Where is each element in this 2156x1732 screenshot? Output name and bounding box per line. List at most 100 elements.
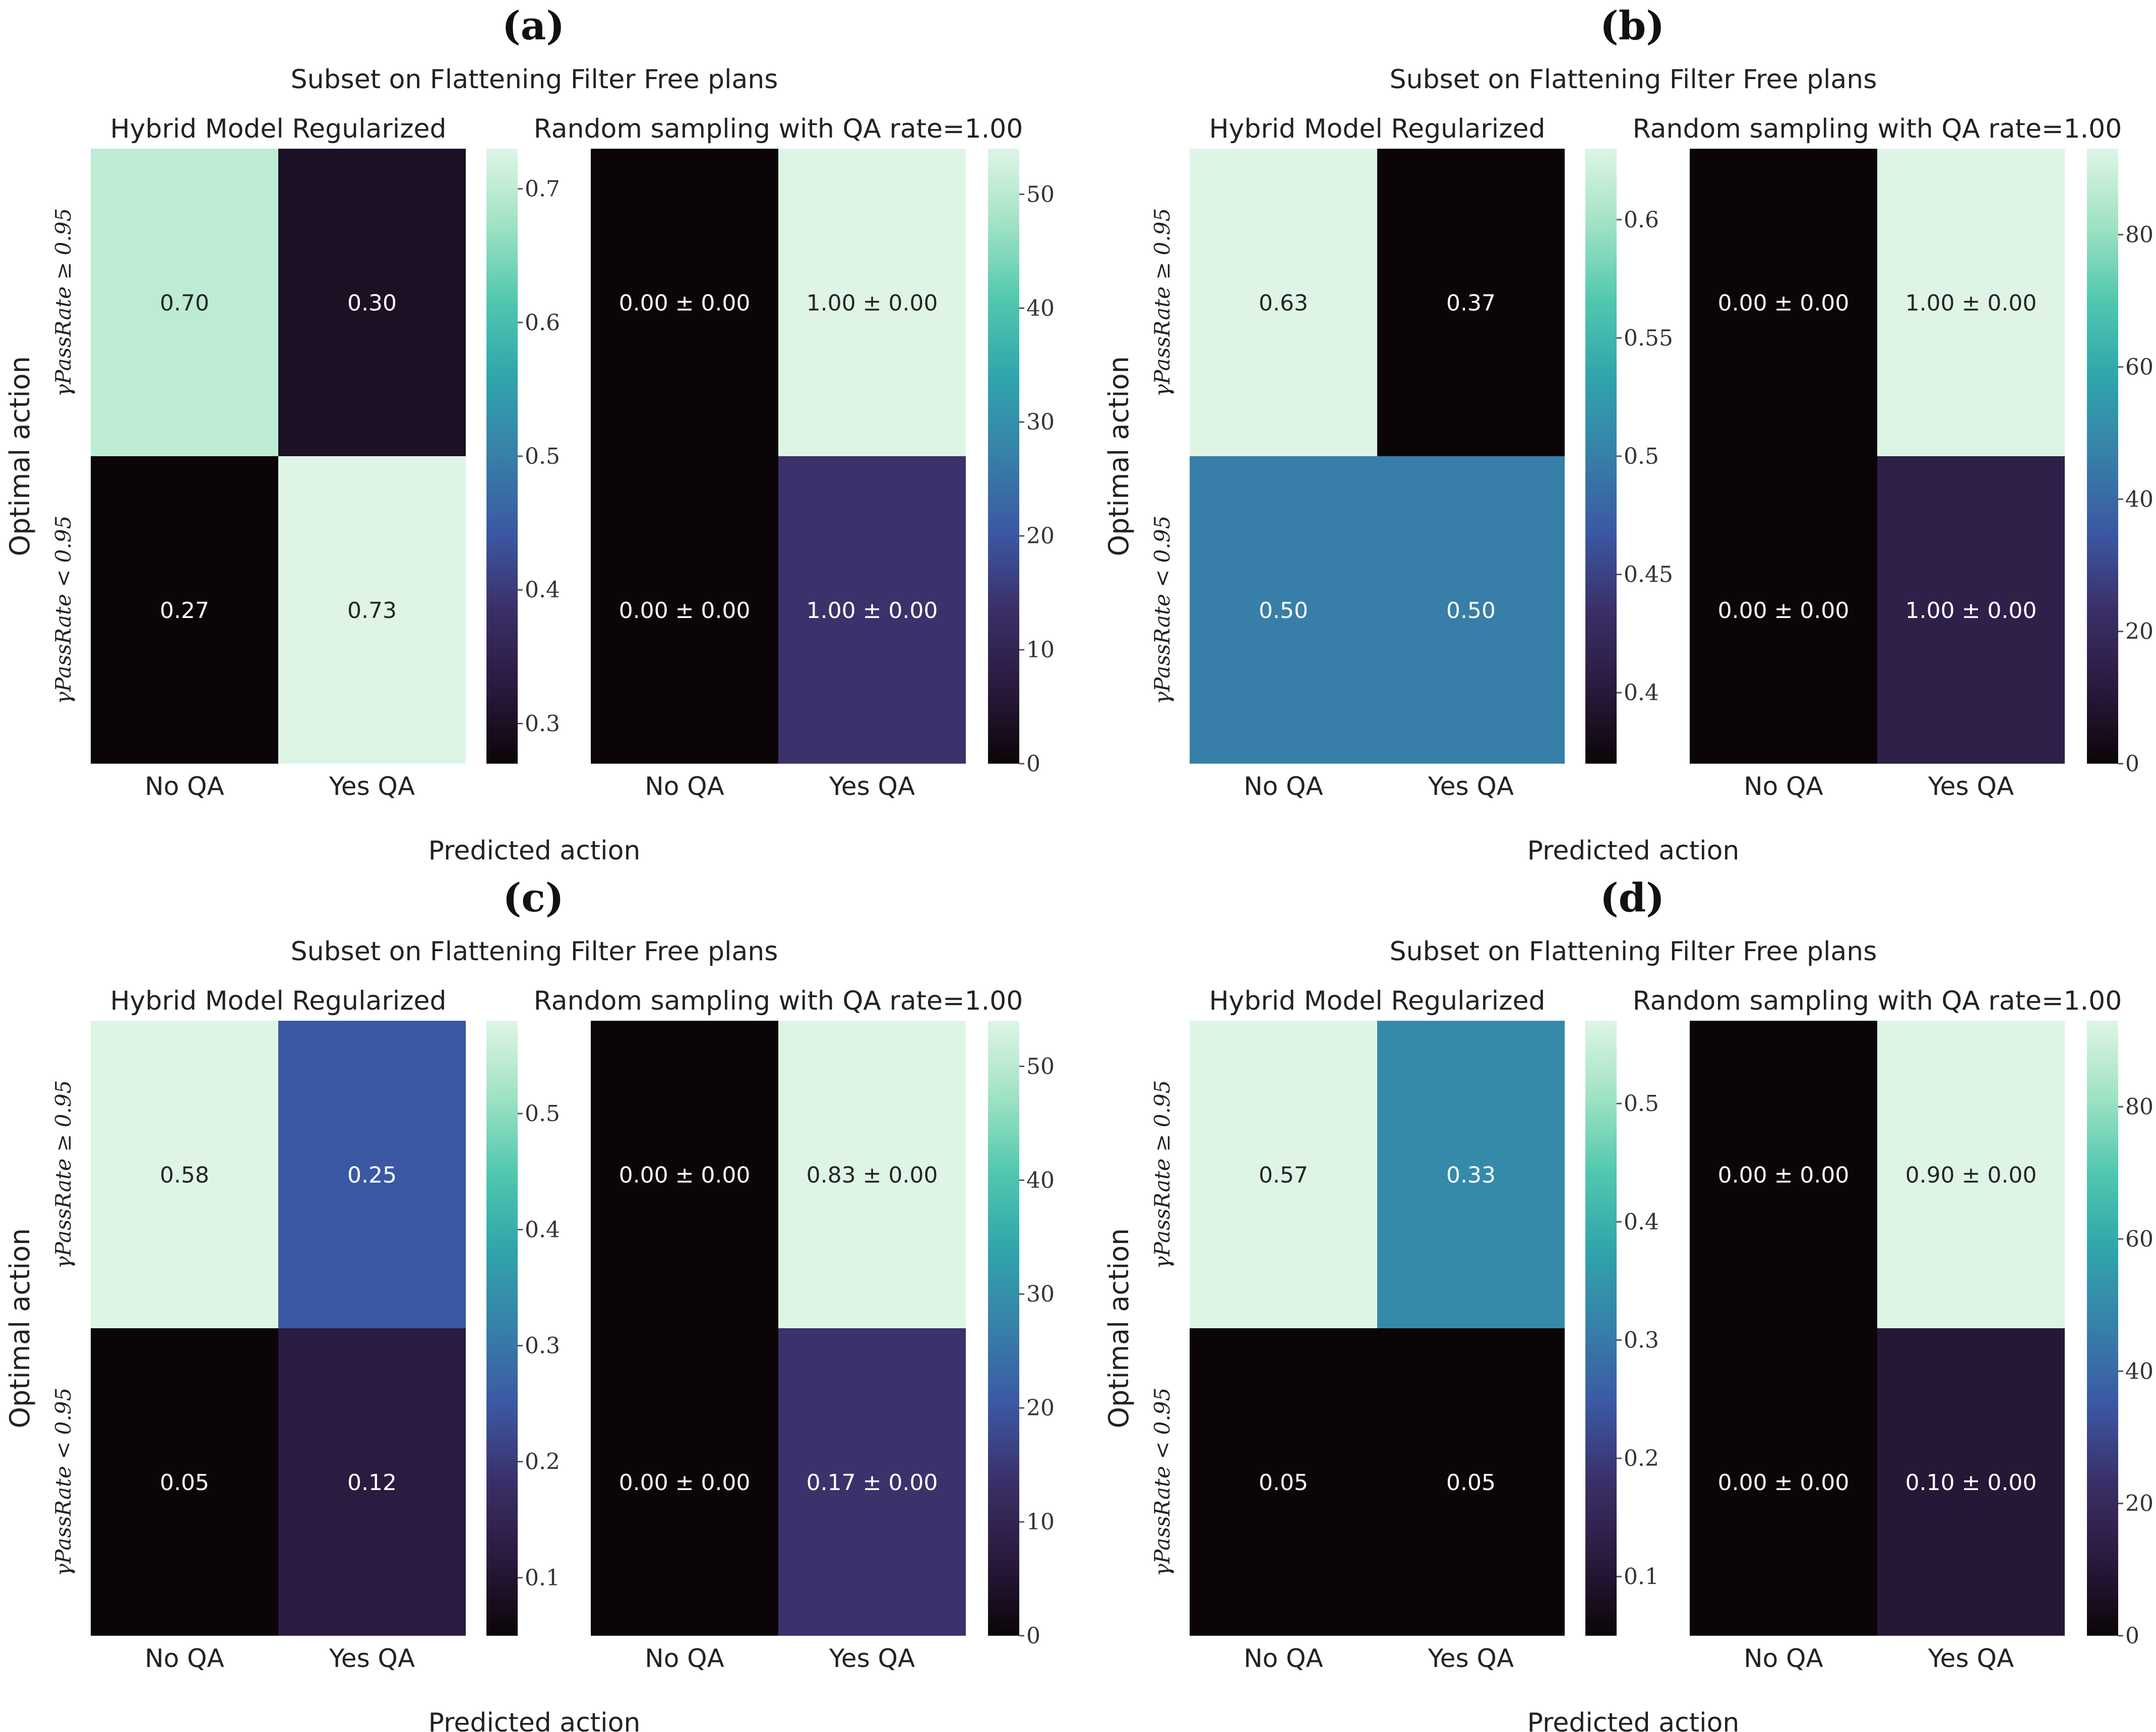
panel-label: (a)	[502, 3, 565, 49]
heatmap-cell	[1190, 149, 1377, 456]
heatmap-cell	[278, 1328, 466, 1636]
figure-suptitle: Subset on Flattening Filter Free plans	[291, 937, 778, 967]
cell-value-label: 0.58	[160, 1162, 209, 1188]
colorbar-tick-label: 10	[1026, 1509, 1055, 1535]
cell-value-label: 0.00 ± 0.00	[619, 1470, 751, 1496]
cell-value-label: 0.37	[1446, 290, 1496, 316]
colorbar	[988, 149, 1019, 764]
colorbar-tick-label: 0	[1026, 1623, 1040, 1649]
x-tick-label: Yes QA	[1928, 1644, 2014, 1673]
x-tick-label: No QA	[1244, 772, 1323, 801]
colorbar-tick-label: 10	[1026, 637, 1055, 663]
cell-value-label: 0.30	[347, 290, 397, 316]
y-axis-label: Optimal action	[4, 1228, 36, 1428]
y-tick-label: γPassRate < 0.95	[1150, 1388, 1175, 1576]
heatmap-cell	[1377, 149, 1565, 456]
cell-value-label: 0.00 ± 0.00	[619, 1162, 751, 1188]
heatmap-cell	[1690, 1021, 1877, 1328]
cell-value-label: 0.05	[160, 1470, 209, 1496]
heatmap-cell	[778, 456, 966, 764]
colorbar	[2087, 149, 2118, 764]
heatmap-cell	[1690, 1328, 1877, 1636]
heatmap-cell	[91, 1328, 278, 1636]
heatmap-cell	[1190, 456, 1377, 764]
x-tick-label: Yes QA	[329, 1644, 415, 1673]
cell-value-label: 0.50	[1446, 598, 1496, 624]
cell-value-label: 1.00 ± 0.00	[1905, 598, 2037, 624]
cell-value-label: 0.05	[1259, 1470, 1308, 1496]
colorbar-tick-label: 0.6	[1624, 207, 1659, 233]
cell-value-label: 1.00 ± 0.00	[1905, 290, 2037, 316]
colorbar-tick-label: 0.4	[525, 577, 560, 603]
cell-value-label: 0.33	[1446, 1162, 1496, 1188]
colorbar-tick-label: 60	[2125, 1226, 2153, 1252]
colorbar-tick-label: 0.2	[525, 1449, 560, 1475]
heatmap-cell	[778, 1021, 966, 1328]
cell-value-label: 0.70	[160, 290, 209, 316]
figure-suptitle: Subset on Flattening Filter Free plans	[1390, 937, 1877, 967]
colorbar-tick-label: 30	[1026, 1281, 1055, 1307]
colorbar-tick-label: 0.5	[525, 1101, 560, 1127]
heatmap-cell	[1690, 149, 1877, 456]
colorbar-tick-label: 20	[1026, 523, 1055, 549]
cell-value-label: 0.12	[347, 1470, 397, 1496]
x-tick-label: No QA	[1744, 772, 1823, 801]
cell-value-label: 0.25	[347, 1162, 397, 1188]
y-axis-label: Optimal action	[4, 356, 36, 556]
x-tick-label: No QA	[145, 772, 224, 801]
heatmap-title: Hybrid Model Regularized	[1209, 986, 1545, 1016]
cell-value-label: 0.00 ± 0.00	[619, 290, 751, 316]
heatmap-title: Random sampling with QA rate=1.00	[534, 114, 1023, 144]
heatmap-cell	[278, 456, 466, 764]
colorbar-tick-label: 0.7	[525, 176, 560, 202]
heatmap-cell	[1877, 456, 2065, 764]
heatmap-cell	[1377, 456, 1565, 764]
x-tick-label: Yes QA	[1428, 772, 1514, 801]
panel-label: (c)	[503, 875, 564, 921]
colorbar	[1585, 1021, 1617, 1636]
colorbar-tick-label: 0.3	[525, 1333, 560, 1359]
x-tick-label: No QA	[145, 1644, 224, 1673]
colorbar-tick-label: 50	[1026, 1054, 1055, 1079]
colorbar-tick-label: 0	[1026, 751, 1040, 777]
panel-label: (d)	[1600, 875, 1665, 921]
figure-suptitle: Subset on Flattening Filter Free plans	[291, 65, 778, 95]
y-tick-label: γPassRate < 0.95	[51, 1388, 76, 1576]
colorbar-tick-label: 20	[2125, 619, 2153, 645]
heatmap-cell	[1690, 456, 1877, 764]
cell-value-label: 0.05	[1446, 1470, 1496, 1496]
colorbar	[988, 1021, 1019, 1636]
heatmap-cell	[591, 1328, 778, 1636]
panel-a: (a) Subset on Flattening Filter Free plan…	[4, 3, 1055, 866]
colorbar-tick-label: 40	[1026, 295, 1055, 321]
colorbar-tick-label: 0	[2125, 751, 2139, 777]
x-tick-label: No QA	[1744, 1644, 1823, 1673]
y-axis-label: Optimal action	[1103, 1228, 1135, 1428]
panel-b: (b) Subset on Flattening Filter Free plan…	[1103, 3, 2153, 866]
cell-value-label: 0.00 ± 0.00	[619, 598, 751, 624]
colorbar-tick-label: 30	[1026, 409, 1055, 435]
heatmap-cell	[778, 149, 966, 456]
heatmap-cell	[91, 149, 278, 456]
x-tick-label: Yes QA	[1428, 1644, 1514, 1673]
x-tick-label: Yes QA	[829, 772, 915, 801]
heatmap-title: Random sampling with QA rate=1.00	[1633, 986, 2122, 1016]
colorbar-tick-label: 20	[2125, 1491, 2153, 1517]
cell-value-label: 0.73	[347, 598, 397, 624]
heatmap-cell	[1377, 1328, 1565, 1636]
cell-value-label: 0.10 ± 0.00	[1905, 1470, 2037, 1496]
colorbar-tick-label: 60	[2125, 354, 2153, 380]
colorbar-tick-label: 0.1	[525, 1565, 560, 1591]
cell-value-label: 0.50	[1259, 598, 1308, 624]
y-tick-label: γPassRate ≥ 0.95	[51, 208, 76, 397]
colorbar-tick-label: 0.4	[525, 1217, 560, 1243]
colorbar-tick-label: 0.1	[1624, 1564, 1659, 1590]
heatmap-title: Hybrid Model Regularized	[110, 986, 446, 1016]
y-tick-label: γPassRate < 0.95	[1150, 516, 1175, 704]
cell-value-label: 0.27	[160, 598, 209, 624]
heatmap-title: Hybrid Model Regularized	[1209, 114, 1545, 144]
x-tick-label: No QA	[645, 1644, 724, 1673]
colorbar-tick-label: 20	[1026, 1395, 1055, 1421]
colorbar-tick-label: 0.4	[1624, 680, 1659, 706]
y-tick-label: γPassRate ≥ 0.95	[1150, 208, 1175, 397]
